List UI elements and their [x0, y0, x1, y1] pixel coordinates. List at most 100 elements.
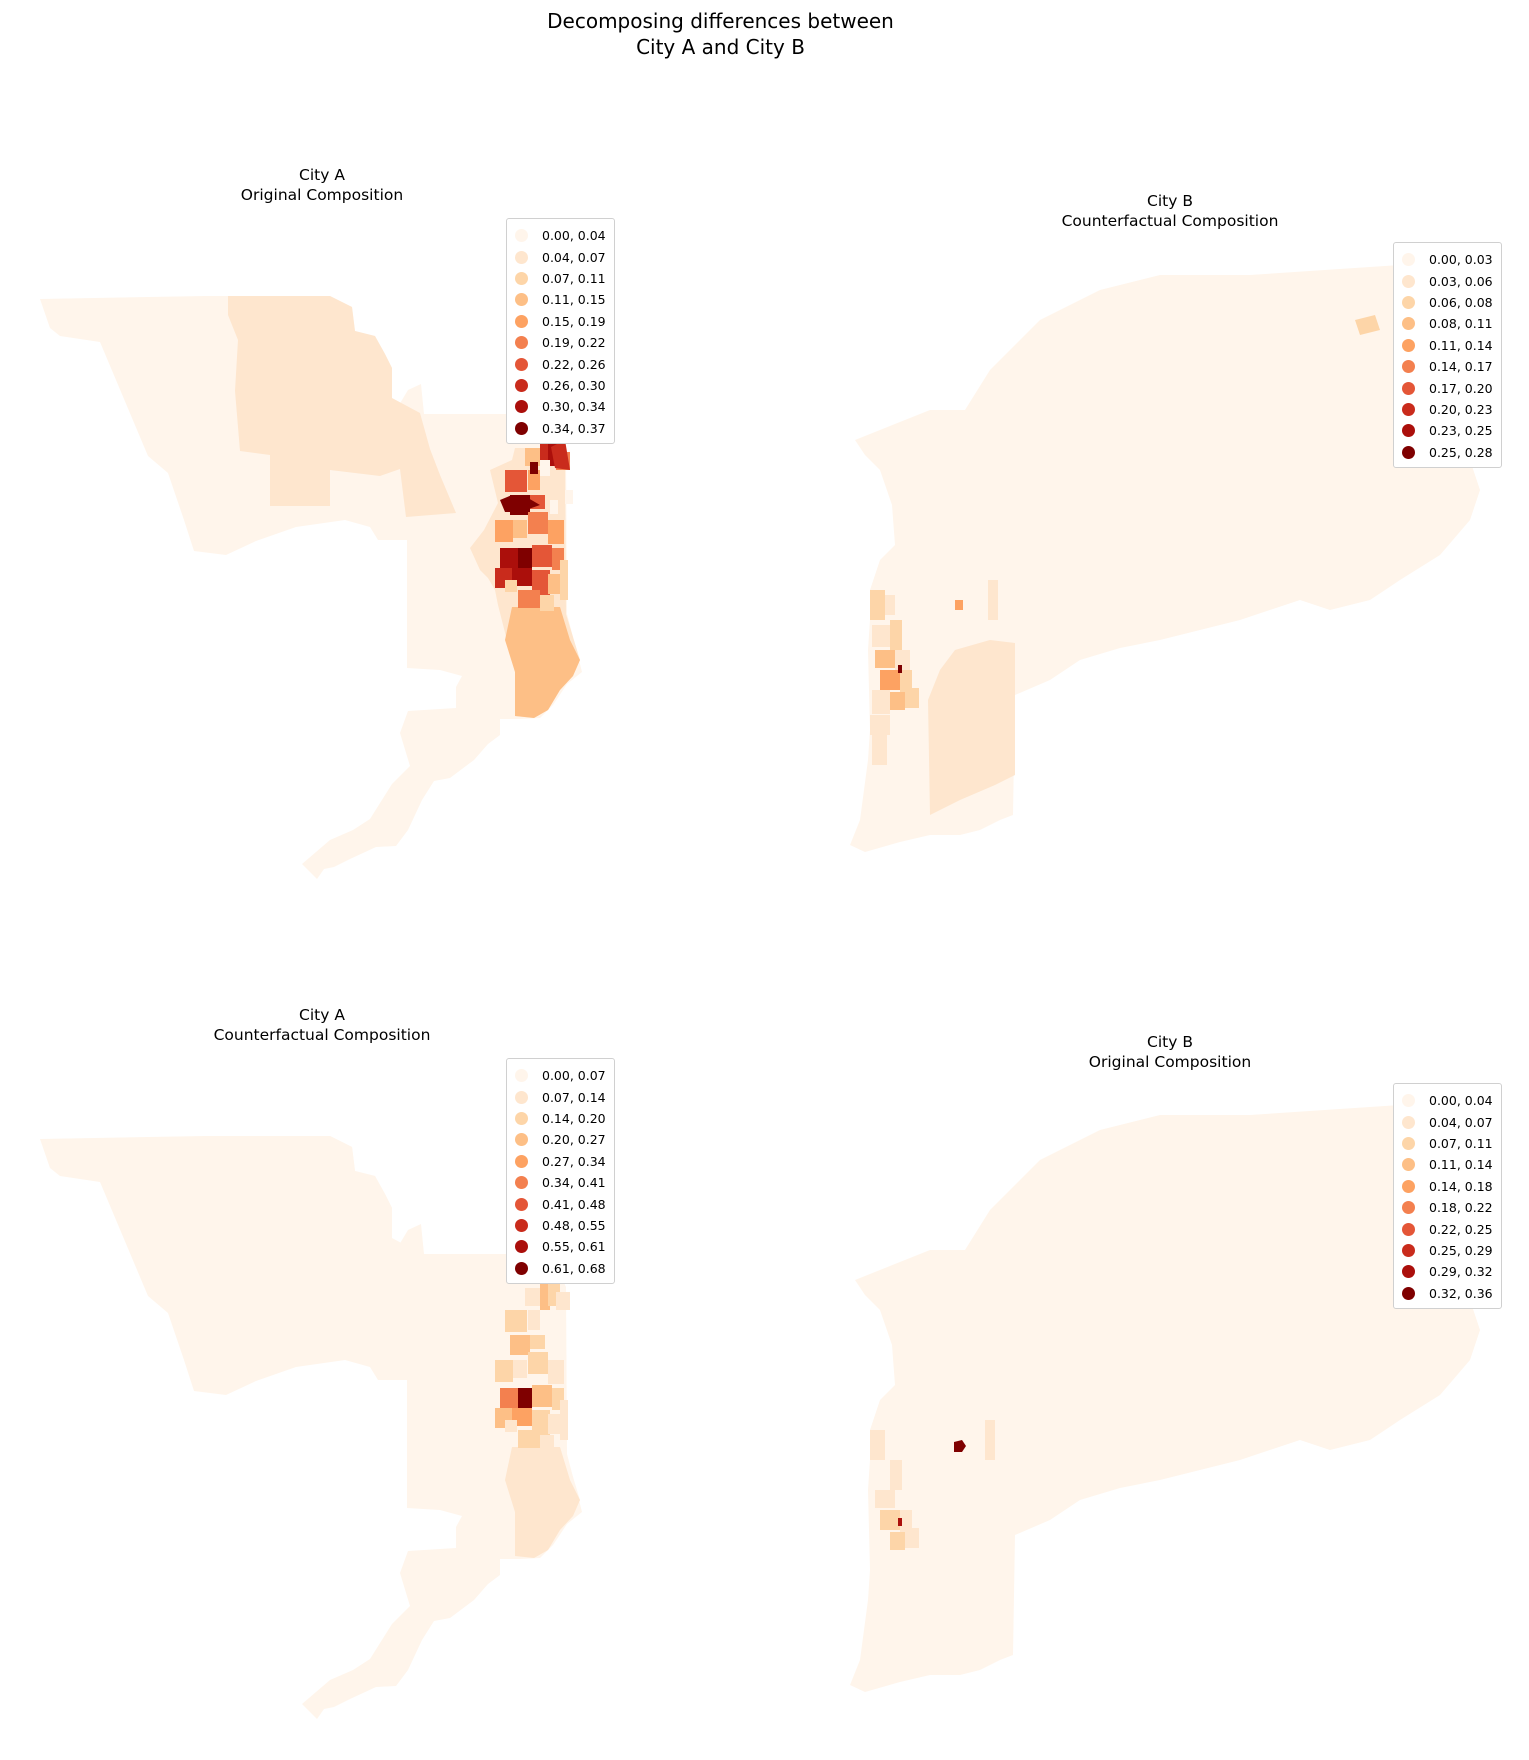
legend-swatch — [515, 293, 528, 307]
city-b-east-tract — [1355, 315, 1380, 335]
census-tract — [890, 620, 902, 650]
city-a-red-tract — [551, 440, 570, 470]
legend-item: 0.34, 0.41 — [515, 1172, 606, 1193]
census-tract — [955, 600, 963, 610]
legend-swatch — [1402, 1265, 1415, 1279]
legend-label: 0.27, 0.34 — [542, 1153, 606, 1169]
census-tract — [872, 735, 887, 765]
legend-item: 0.08, 0.11 — [1402, 313, 1493, 334]
legend-swatch — [1402, 1222, 1415, 1236]
legend-label: 0.23, 0.25 — [1429, 423, 1493, 439]
census-tract — [530, 462, 538, 474]
legend-swatch — [1402, 424, 1415, 438]
census-tract — [540, 440, 550, 470]
legend-swatch — [515, 250, 528, 264]
census-tract — [870, 590, 885, 620]
census-tract — [872, 625, 890, 647]
legend-label: 0.03, 0.06 — [1429, 273, 1493, 289]
census-tract — [875, 1490, 895, 1508]
legend-item: 0.41, 0.48 — [515, 1193, 606, 1214]
legend-swatch — [1402, 1201, 1415, 1215]
legend-label: 0.11, 0.14 — [1429, 1157, 1493, 1173]
city-b-southeast-district — [928, 640, 1015, 815]
legend-swatch — [1402, 1158, 1415, 1172]
legend-item: 0.29, 0.32 — [1402, 1261, 1493, 1282]
legend-swatch — [1402, 274, 1415, 288]
legend-item: 0.20, 0.23 — [1402, 399, 1493, 420]
census-tract — [885, 595, 895, 615]
legend-item: 0.55, 0.61 — [515, 1236, 606, 1257]
legend-item: 0.04, 0.07 — [1402, 1111, 1493, 1132]
legend-swatch — [515, 400, 528, 414]
census-tract — [505, 1310, 527, 1332]
legend-label: 0.26, 0.30 — [542, 377, 606, 393]
census-tract — [898, 1518, 902, 1526]
legend-item: 0.22, 0.26 — [515, 353, 606, 374]
legend-label: 0.07, 0.11 — [1429, 1135, 1493, 1151]
census-tract — [550, 500, 558, 514]
legend-item: 0.14, 0.20 — [515, 1108, 606, 1129]
census-tract — [520, 1395, 528, 1407]
legend-label: 0.18, 0.22 — [1429, 1200, 1493, 1216]
legend-label: 0.07, 0.11 — [542, 270, 606, 286]
city-b-boundary — [850, 1105, 1480, 1692]
census-tract — [885, 1435, 895, 1455]
legend-swatch — [515, 1197, 528, 1211]
legend-label: 0.55, 0.61 — [542, 1239, 606, 1255]
city-b-dark-tract — [954, 1440, 966, 1452]
census-tract — [518, 1430, 540, 1448]
legend-item: 0.20, 0.27 — [515, 1129, 606, 1150]
legend-item: 0.11, 0.14 — [1402, 1154, 1493, 1175]
census-tract — [880, 1510, 900, 1530]
panel-title-line2: Original Composition — [240, 186, 404, 204]
census-tract — [518, 548, 532, 574]
census-tract — [880, 670, 900, 690]
legend-item: 0.34, 0.37 — [515, 418, 606, 439]
census-tract — [513, 1360, 527, 1378]
legend-label: 0.00, 0.03 — [1429, 252, 1493, 268]
panel-title-city-b-counterfactual: City B Counterfactual Composition — [1020, 191, 1320, 231]
census-tract — [890, 1532, 905, 1550]
legend-swatch — [1402, 338, 1415, 352]
legend-label: 0.48, 0.55 — [542, 1217, 606, 1233]
legend-item: 0.14, 0.18 — [1402, 1176, 1493, 1197]
legend-label: 0.32, 0.36 — [1429, 1285, 1493, 1301]
census-tract — [513, 520, 527, 538]
city-a-north-district — [228, 296, 456, 517]
city-a-south-coast — [505, 1447, 580, 1558]
census-tract — [500, 548, 518, 568]
census-tract — [540, 460, 550, 476]
legend-swatch — [515, 1218, 528, 1232]
legend-item: 0.15, 0.19 — [515, 311, 606, 332]
legend-item: 0.03, 0.06 — [1402, 270, 1493, 291]
legend-label: 0.25, 0.28 — [1429, 444, 1493, 460]
legend-item: 0.25, 0.29 — [1402, 1240, 1493, 1261]
legend-label: 0.08, 0.11 — [1429, 316, 1493, 332]
legend-item: 0.00, 0.04 — [515, 225, 606, 246]
census-tract — [890, 692, 905, 710]
census-tract — [988, 580, 998, 620]
census-tract — [890, 715, 908, 729]
legend-swatch — [515, 229, 528, 243]
legend-item: 0.48, 0.55 — [515, 1215, 606, 1236]
legend-label: 0.25, 0.29 — [1429, 1242, 1493, 1258]
census-tract — [532, 545, 552, 567]
legend-city-a-original: 0.00, 0.04 0.04, 0.07 0.07, 0.11 0.11, 0.15… — [506, 218, 615, 444]
panel-title-line2: Counterfactual Composition — [1061, 212, 1279, 230]
legend-swatch — [515, 1133, 528, 1147]
figure-title-line2: City A and City B — [636, 35, 805, 59]
panel-title-line2: Original Composition — [1088, 1053, 1252, 1071]
census-tract — [548, 1360, 564, 1384]
legend-label: 0.14, 0.18 — [1429, 1178, 1493, 1194]
legend-label: 0.11, 0.15 — [542, 292, 606, 308]
legend-label: 0.00, 0.07 — [542, 1068, 606, 1084]
legend-label: 0.20, 0.23 — [1429, 401, 1493, 417]
legend-label: 0.00, 0.04 — [542, 228, 606, 244]
census-tract — [532, 1385, 552, 1407]
legend-item: 0.11, 0.15 — [515, 289, 606, 310]
legend-label: 0.17, 0.20 — [1429, 380, 1493, 396]
legend-item: 0.25, 0.28 — [1402, 442, 1493, 463]
legend-item: 0.07, 0.14 — [515, 1086, 606, 1107]
